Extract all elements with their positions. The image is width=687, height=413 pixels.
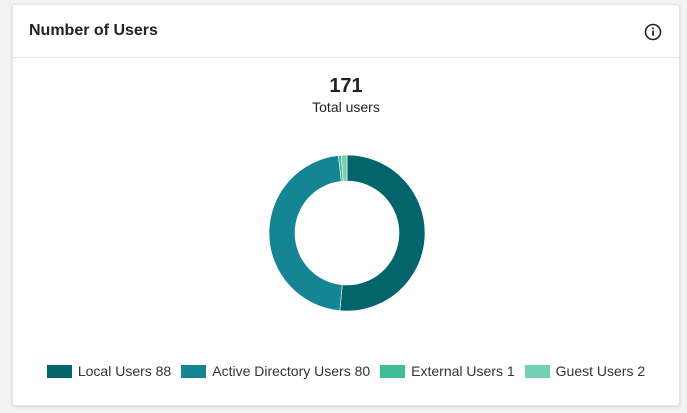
total-summary: 171 Total users (13, 74, 679, 115)
total-users-label: Total users (312, 99, 380, 115)
chart-legend: Local Users 88 Active Directory Users 80 E… (13, 363, 679, 379)
users-donut-chart (268, 154, 426, 312)
donut-slice-local-users[interactable] (339, 154, 426, 312)
legend-label: Local Users 88 (77, 363, 172, 379)
legend-swatch (46, 364, 72, 378)
legend-label: Guest Users 2 (555, 363, 646, 379)
card-title: Number of Users (29, 22, 158, 39)
legend-label: External Users 1 (411, 363, 515, 379)
legend-item-external-users[interactable]: External Users 1 (380, 363, 515, 379)
legend-swatch (181, 364, 207, 378)
number-of-users-card: Number of Users 171 Total users Local Us… (12, 4, 680, 406)
legend-swatch (524, 364, 550, 378)
donut-slice-guest-users[interactable] (340, 154, 348, 182)
legend-item-guest-users[interactable]: Guest Users 2 (524, 363, 646, 379)
legend-item-active-directory-users[interactable]: Active Directory Users 80 (181, 363, 370, 379)
legend-swatch (380, 364, 406, 378)
card-header: Number of Users (13, 5, 679, 58)
legend-label: Active Directory Users 80 (212, 363, 371, 379)
legend-item-local-users[interactable]: Local Users 88 (46, 363, 172, 379)
donut-slice-active-directory-users[interactable] (268, 155, 343, 311)
info-icon[interactable] (644, 23, 662, 41)
total-users-value: 171 (329, 75, 363, 97)
